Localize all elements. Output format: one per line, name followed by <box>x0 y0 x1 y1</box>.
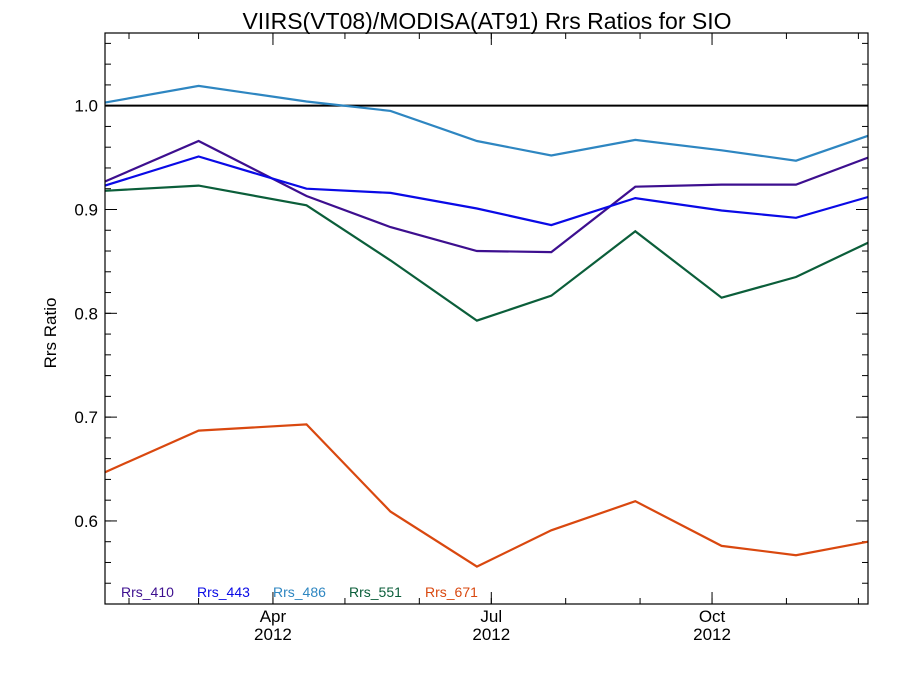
series-line-rrs-486 <box>104 84 869 162</box>
y-tick-label: 1.0 <box>74 97 98 116</box>
series-line-rrs-410 <box>104 139 869 254</box>
legend-label-rrs-551: Rrs_551 <box>349 584 402 600</box>
x-tick-year: 2012 <box>693 625 731 644</box>
x-tick-month: Apr <box>260 607 287 626</box>
x-tick-year: 2012 <box>472 625 510 644</box>
y-tick-label: 0.7 <box>74 408 98 427</box>
legend-label-rrs-443: Rrs_443 <box>197 584 250 600</box>
series-line-rrs-551 <box>104 184 869 322</box>
plot-frame <box>104 32 869 605</box>
y-axis-label: Rrs Ratio <box>41 298 60 369</box>
series-line-rrs-671 <box>104 423 869 568</box>
y-tick-label: 0.9 <box>74 200 98 219</box>
legend-label-rrs-410: Rrs_410 <box>121 584 174 600</box>
x-tick-month: Jul <box>480 607 502 626</box>
y-tick-label: 0.6 <box>74 512 98 531</box>
x-tick-year: 2012 <box>254 625 292 644</box>
series-line-rrs-443 <box>104 155 869 227</box>
y-tick-label: 0.8 <box>74 304 98 323</box>
legend-label-rrs-486: Rrs_486 <box>273 584 326 600</box>
chart-title: VIIRS(VT08)/MODISA(AT91) Rrs Ratios for … <box>242 8 731 34</box>
plot-layer: 0.60.70.80.91.0Apr2012Jul2012Oct2012Rrs_… <box>74 33 869 644</box>
legend-label-rrs-671: Rrs_671 <box>425 584 478 600</box>
x-tick-month: Oct <box>699 607 726 626</box>
